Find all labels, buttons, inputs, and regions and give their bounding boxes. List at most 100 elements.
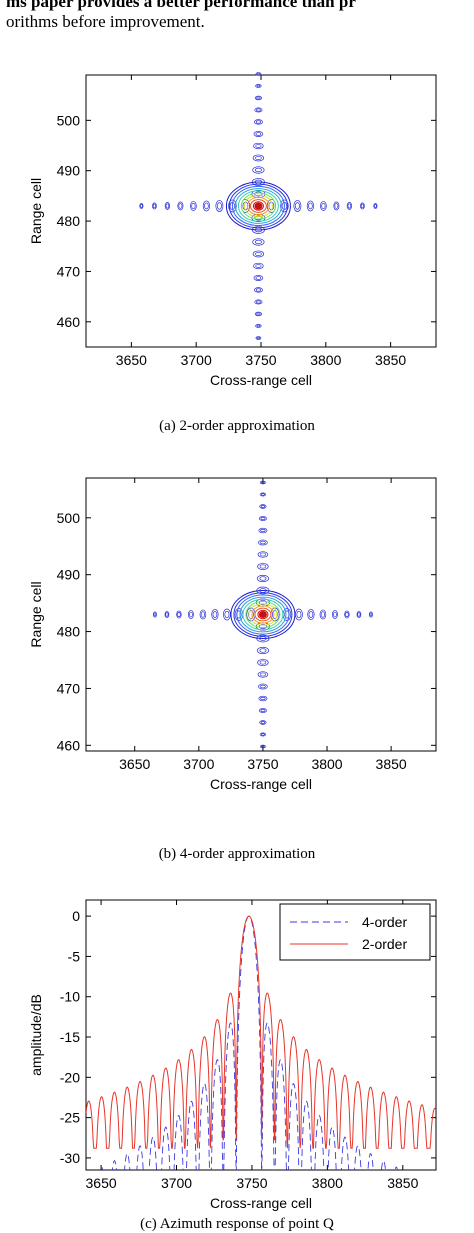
fig-c-xtick-label: 3850 [387, 1175, 418, 1191]
fig-a-sidelobe [256, 336, 261, 340]
fig-c-ylabel: amplitude/dB [28, 994, 44, 1076]
fig-a-sidelobe [254, 239, 262, 245]
fig-b-sidelobe [369, 612, 373, 617]
fig-a-sidelobe [256, 108, 261, 112]
fig-b-sidelobe [258, 695, 268, 702]
fig-b-sidelobe [333, 611, 337, 618]
fig-b-sidelobe [260, 721, 266, 724]
fig-a-sidelobe [255, 336, 262, 340]
fig-a-sidelobe [254, 95, 262, 101]
fig-b-sidelobe [258, 539, 268, 546]
fig-a-sidelobe [373, 203, 378, 209]
fig-b-sidelobe [261, 481, 265, 484]
fig-c-xtick-label: 3800 [312, 1175, 343, 1191]
fig-a-peak [254, 202, 263, 210]
fig-c-xtick-label: 3650 [86, 1175, 117, 1191]
legend: 4-order 2-order [279, 903, 431, 961]
fig-a-sidelobe [256, 72, 261, 76]
fig-a-sidelobe [254, 191, 263, 197]
legend-2-order-label: 2-order [362, 936, 407, 952]
fig-b-mainlobe-ring [230, 590, 296, 639]
fig-b-sidelobe [257, 659, 269, 666]
fig-b-sidelobe [256, 574, 270, 583]
fig-a-sidelobe [255, 84, 262, 88]
fig-a-sidelobe [256, 84, 261, 88]
fig-a-axes: 3650 3700 3750 3800 3850 460 470 480 490 500 Cross… [28, 74, 437, 388]
fig-b-xtick-label: 3650 [119, 756, 150, 772]
fig-c-ytick-label: -20 [60, 1069, 80, 1085]
body-text-line-2: orithms before improvement. [6, 12, 205, 31]
fig-c-xlabel: Cross-range cell [210, 1195, 312, 1211]
fig-b-sidelobe [260, 744, 266, 749]
fig-a-sidelobe [165, 203, 170, 209]
fig-a-sidelobe [374, 204, 377, 208]
fig-b-sidelobe [152, 611, 157, 618]
fig-b-sidelobe [345, 612, 349, 617]
fig-a-ytick-label: 490 [57, 163, 81, 179]
fig-b-xtick-label: 3750 [247, 756, 278, 772]
fig-b-sidelobe [211, 609, 219, 620]
fig-b-sidelobe [331, 610, 338, 619]
fig-b-sidelobe [177, 612, 181, 617]
fig-a-sidelobe [255, 276, 262, 280]
fig-b-mainlobe-ring [254, 607, 272, 622]
fig-a-mainlobe-ring [249, 199, 267, 213]
azimuth-response-plot: 3650 3700 3750 3800 3850 0 -5 -10 -15 -20 -25 -30 Cr… [28, 899, 437, 1211]
fig-a-sidelobe [255, 120, 261, 124]
fig-b-sidelobe [187, 610, 194, 619]
fig-a-sidelobe [256, 324, 261, 328]
fig-a-ylabel: Range cell [28, 178, 44, 244]
fig-b-sidelobe [189, 611, 193, 618]
fig-b-ytick-label: 490 [57, 567, 81, 583]
fig-a-sidelobe [308, 202, 313, 210]
legend-4-order-label: 4-order [362, 914, 407, 930]
fig-a-sidelobe [254, 215, 263, 221]
fig-b-peak [258, 611, 267, 618]
fig-b-sidelobe [248, 610, 254, 619]
fig-a-sidelobe [255, 72, 262, 76]
fig-b-xtick-label: 3850 [376, 756, 407, 772]
fig-c-ytick-label: -25 [60, 1110, 80, 1126]
fig-b-sidelobe [257, 671, 269, 678]
fig-b-sidelobe [356, 611, 362, 618]
fig-b-sidelobe [260, 517, 266, 520]
fig-a-sidelobe [334, 203, 339, 209]
fig-b-sidelobe [319, 609, 327, 620]
fig-a-contours [139, 72, 378, 340]
fig-a-sidelobe [254, 107, 263, 113]
fig-b-xlabel: Cross-range cell [210, 776, 312, 792]
fig-c-frame [85, 899, 437, 1171]
fig-b-mainlobe-ring [251, 605, 275, 624]
fig-a-sidelobe [255, 132, 262, 136]
fig-b-sidelobe [272, 610, 278, 619]
fig-a-sidelobe [255, 144, 262, 148]
fig-a-xtick-label: 3700 [181, 352, 212, 368]
fig-b-sidelobe [261, 733, 265, 736]
fig-a-mainlobe-ring [231, 185, 285, 227]
fig-a-sidelobe [254, 299, 263, 305]
fig-b-sidelobe [258, 600, 267, 605]
fig-c-ytick-label: -30 [60, 1150, 80, 1166]
fig-b-mainlobe-ring [242, 598, 284, 631]
fig-a-sidelobe [215, 200, 224, 212]
fig-b-sidelobe [234, 608, 244, 621]
fig-a-ytick-label: 460 [57, 314, 81, 330]
fig-a-xtick-label: 3850 [375, 352, 406, 368]
fig-b-sidelobe [295, 608, 303, 621]
fig-b-sidelobe [259, 504, 267, 509]
fig-a-xtick-label: 3800 [310, 352, 341, 368]
fig-b-sidelobe [257, 551, 269, 558]
fig-a-sidelobe [252, 166, 265, 174]
fig-b-mainlobe-ring [239, 596, 287, 633]
fig-a-sidelobe [140, 204, 143, 208]
fig-b-sidelobe [256, 646, 270, 655]
fig-a-xtick-label: 3650 [116, 352, 147, 368]
fig-a-sidelobe [360, 202, 365, 210]
fig-b-axes: 3650 3700 3750 3800 3850 460 470 480 490 500 Cross… [28, 477, 437, 792]
fig-a-sidelobe [294, 202, 300, 210]
fig-b-sidelobe [259, 648, 267, 653]
fig-a-sidelobe [253, 131, 264, 137]
fig-c-xtick-label: 3700 [161, 1175, 192, 1191]
fig-b-sidelobe [165, 612, 169, 617]
fig-a-sidelobe [255, 288, 261, 292]
